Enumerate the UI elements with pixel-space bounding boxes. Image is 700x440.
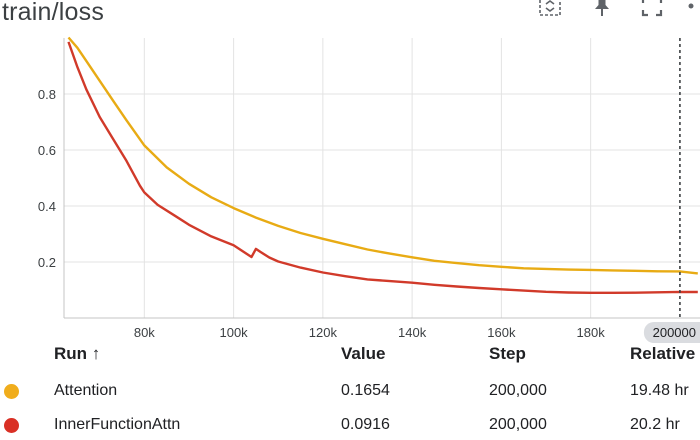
fit-domain-icon[interactable] [536,0,564,20]
run-color-dot [4,384,19,399]
x-tick-label-cursor: 200000 × [653,325,700,340]
x-tick-label: 140k [398,325,427,340]
y-tick-label: 0.8 [38,87,56,102]
run-name: InnerFunctionAttn [54,416,181,433]
runs-table: Run ↑ Value Step Relative Attention 0.16… [0,336,700,440]
header-value[interactable]: Value [341,344,386,363]
x-tick-label: 180k [577,325,606,340]
y-tick-label: 0.6 [38,143,56,158]
more-icon[interactable] [686,0,700,20]
x-tick-label: 160k [487,325,516,340]
y-tick-label: 0.2 [38,255,56,270]
run-relative: 19.48 hr [630,382,689,399]
x-tick-label: 80k [134,325,155,340]
loss-chart[interactable]: 0.2 0.4 0.6 0.8 80k 100k 120k 140k 160k 180k 20000… [0,0,700,345]
y-tick-label: 0.4 [38,199,56,214]
run-relative: 20.2 hr [630,416,680,433]
pin-icon[interactable] [588,0,616,20]
header-run[interactable]: Run ↑ [54,344,101,363]
x-tick-label: 100k [219,325,248,340]
run-step: 200,000 [489,416,547,433]
run-color-dot [4,418,19,433]
run-value: 0.1654 [341,382,390,399]
run-value: 0.0916 [341,416,390,433]
chart-title: train/loss [2,0,105,26]
step-cursor-chip [643,322,700,343]
header-relative[interactable]: Relative [630,344,696,363]
run-name: Attention [54,382,118,399]
x-tick-label: 120k [309,325,338,340]
series-line-attention [67,36,698,275]
header-step[interactable]: Step [489,344,526,363]
run-step: 200,000 [489,382,547,399]
series-line-innerfunctionattn [67,41,698,294]
